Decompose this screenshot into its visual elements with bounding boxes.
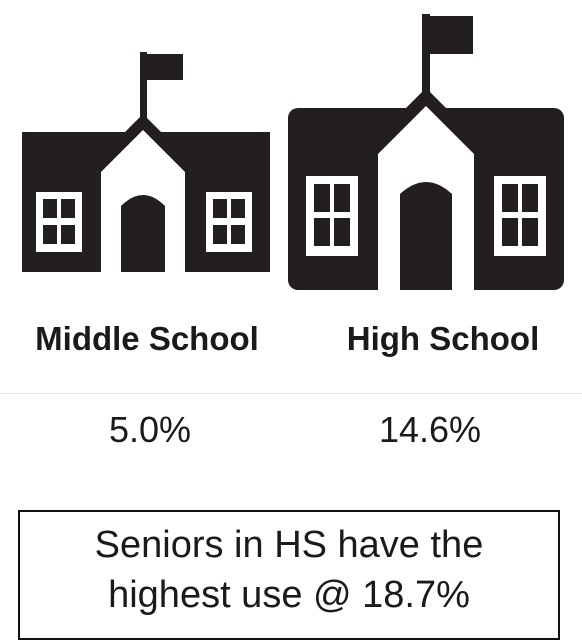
note-box: Seniors in HS have the highest use @ 18.…: [18, 510, 560, 640]
note-line-1: Seniors in HS have the: [94, 524, 484, 566]
high-school-label: High School: [346, 320, 540, 357]
middle-school-value: 5.0%: [108, 409, 192, 450]
middle-school-label: Middle School: [35, 320, 259, 357]
high-school-value: 14.6%: [378, 409, 482, 450]
high-school-icon: [288, 14, 564, 290]
middle-school-icon: [22, 52, 270, 272]
note-line-2: highest use @ 18.7%: [108, 574, 470, 616]
divider: [0, 393, 582, 394]
